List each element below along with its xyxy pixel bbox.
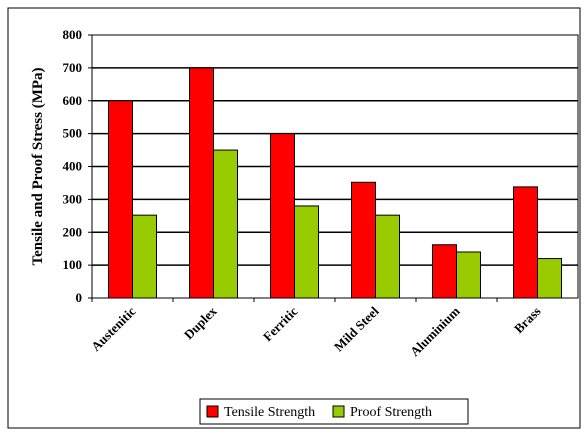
- legend: Tensile Strength Proof Strength: [199, 398, 469, 425]
- y-tick-label: 300: [63, 191, 83, 206]
- bar-tensile-ferritic: [270, 133, 295, 299]
- y-axis-label: Tensile and Proof Stress (MPa): [30, 67, 46, 265]
- y-tick-label: 800: [63, 27, 83, 42]
- bar-proof-austenitic: [132, 214, 157, 299]
- bar-tensile-mild-steel: [351, 181, 376, 299]
- legend-swatch-proof: [332, 405, 345, 418]
- gridlines: [88, 34, 578, 299]
- y-tick-label: 700: [63, 60, 83, 75]
- y-tick-label: 400: [63, 159, 83, 174]
- y-tick-label: 500: [63, 126, 83, 141]
- bar-proof-aluminium: [456, 251, 481, 299]
- bars-group: [91, 67, 562, 302]
- y-tick-label: 100: [63, 257, 83, 272]
- bar-proof-duplex: [213, 149, 238, 299]
- bar-tensile-brass: [513, 186, 538, 299]
- bar-proof-brass: [537, 258, 562, 299]
- bar-proof-mild-steel: [375, 214, 400, 299]
- y-tick-labels: 0 100 200 300 400 500 600 700 800: [63, 27, 83, 305]
- bar-tensile-austenitic: [108, 100, 133, 299]
- bar-tensile-duplex: [189, 67, 214, 299]
- y-tick-label: 200: [63, 224, 83, 239]
- legend-swatch-tensile: [206, 405, 219, 418]
- legend-label-tensile: Tensile Strength: [224, 405, 315, 420]
- y-tick-label: 600: [63, 93, 83, 108]
- bar-proof-ferritic: [294, 205, 319, 299]
- legend-label-proof: Proof Strength: [350, 405, 432, 420]
- bar-tensile-aluminium: [432, 244, 457, 299]
- y-tick-label: 0: [76, 290, 83, 305]
